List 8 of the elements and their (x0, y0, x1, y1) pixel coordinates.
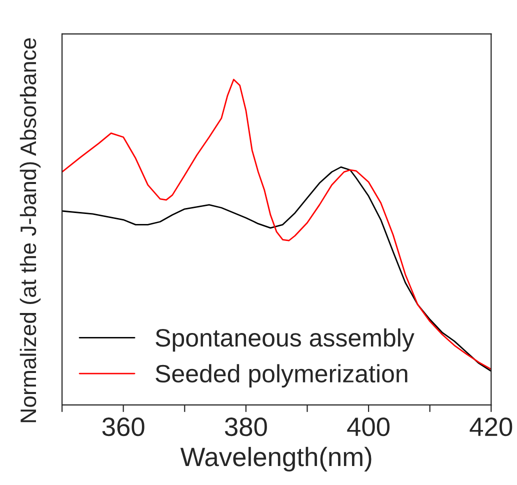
x-axis-title: Wavelength(nm) (180, 446, 372, 472)
y-axis-title: Normalized (at the J-band) Absorbance (20, 38, 41, 422)
legend-label: Seeded polymerization (156, 364, 408, 388)
x-tick-label: 360 (102, 417, 144, 436)
x-tick-label: 380 (224, 417, 267, 436)
x-tick-label: 420 (470, 417, 512, 436)
x-tick-label: 400 (347, 417, 390, 436)
legend-label: Spontaneous assembly (156, 328, 414, 352)
